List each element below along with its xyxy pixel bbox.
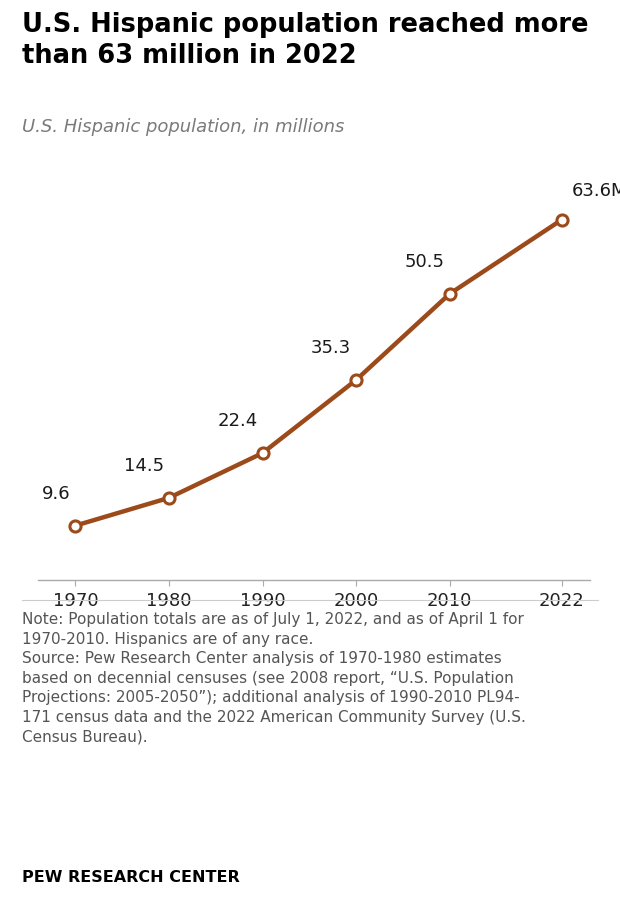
Text: PEW RESEARCH CENTER: PEW RESEARCH CENTER: [22, 870, 240, 885]
Text: U.S. Hispanic population, in millions: U.S. Hispanic population, in millions: [22, 118, 344, 136]
Text: U.S. Hispanic population reached more
than 63 million in 2022: U.S. Hispanic population reached more th…: [22, 12, 588, 69]
Text: Note: Population totals are as of July 1, 2022, and as of April 1 for
1970-2010.: Note: Population totals are as of July 1…: [22, 612, 526, 745]
Text: 63.6M: 63.6M: [571, 181, 620, 200]
Text: 35.3: 35.3: [311, 339, 352, 357]
Text: 9.6: 9.6: [42, 485, 71, 503]
Text: 50.5: 50.5: [405, 253, 445, 271]
Text: 22.4: 22.4: [218, 412, 258, 431]
Text: 14.5: 14.5: [124, 457, 164, 475]
